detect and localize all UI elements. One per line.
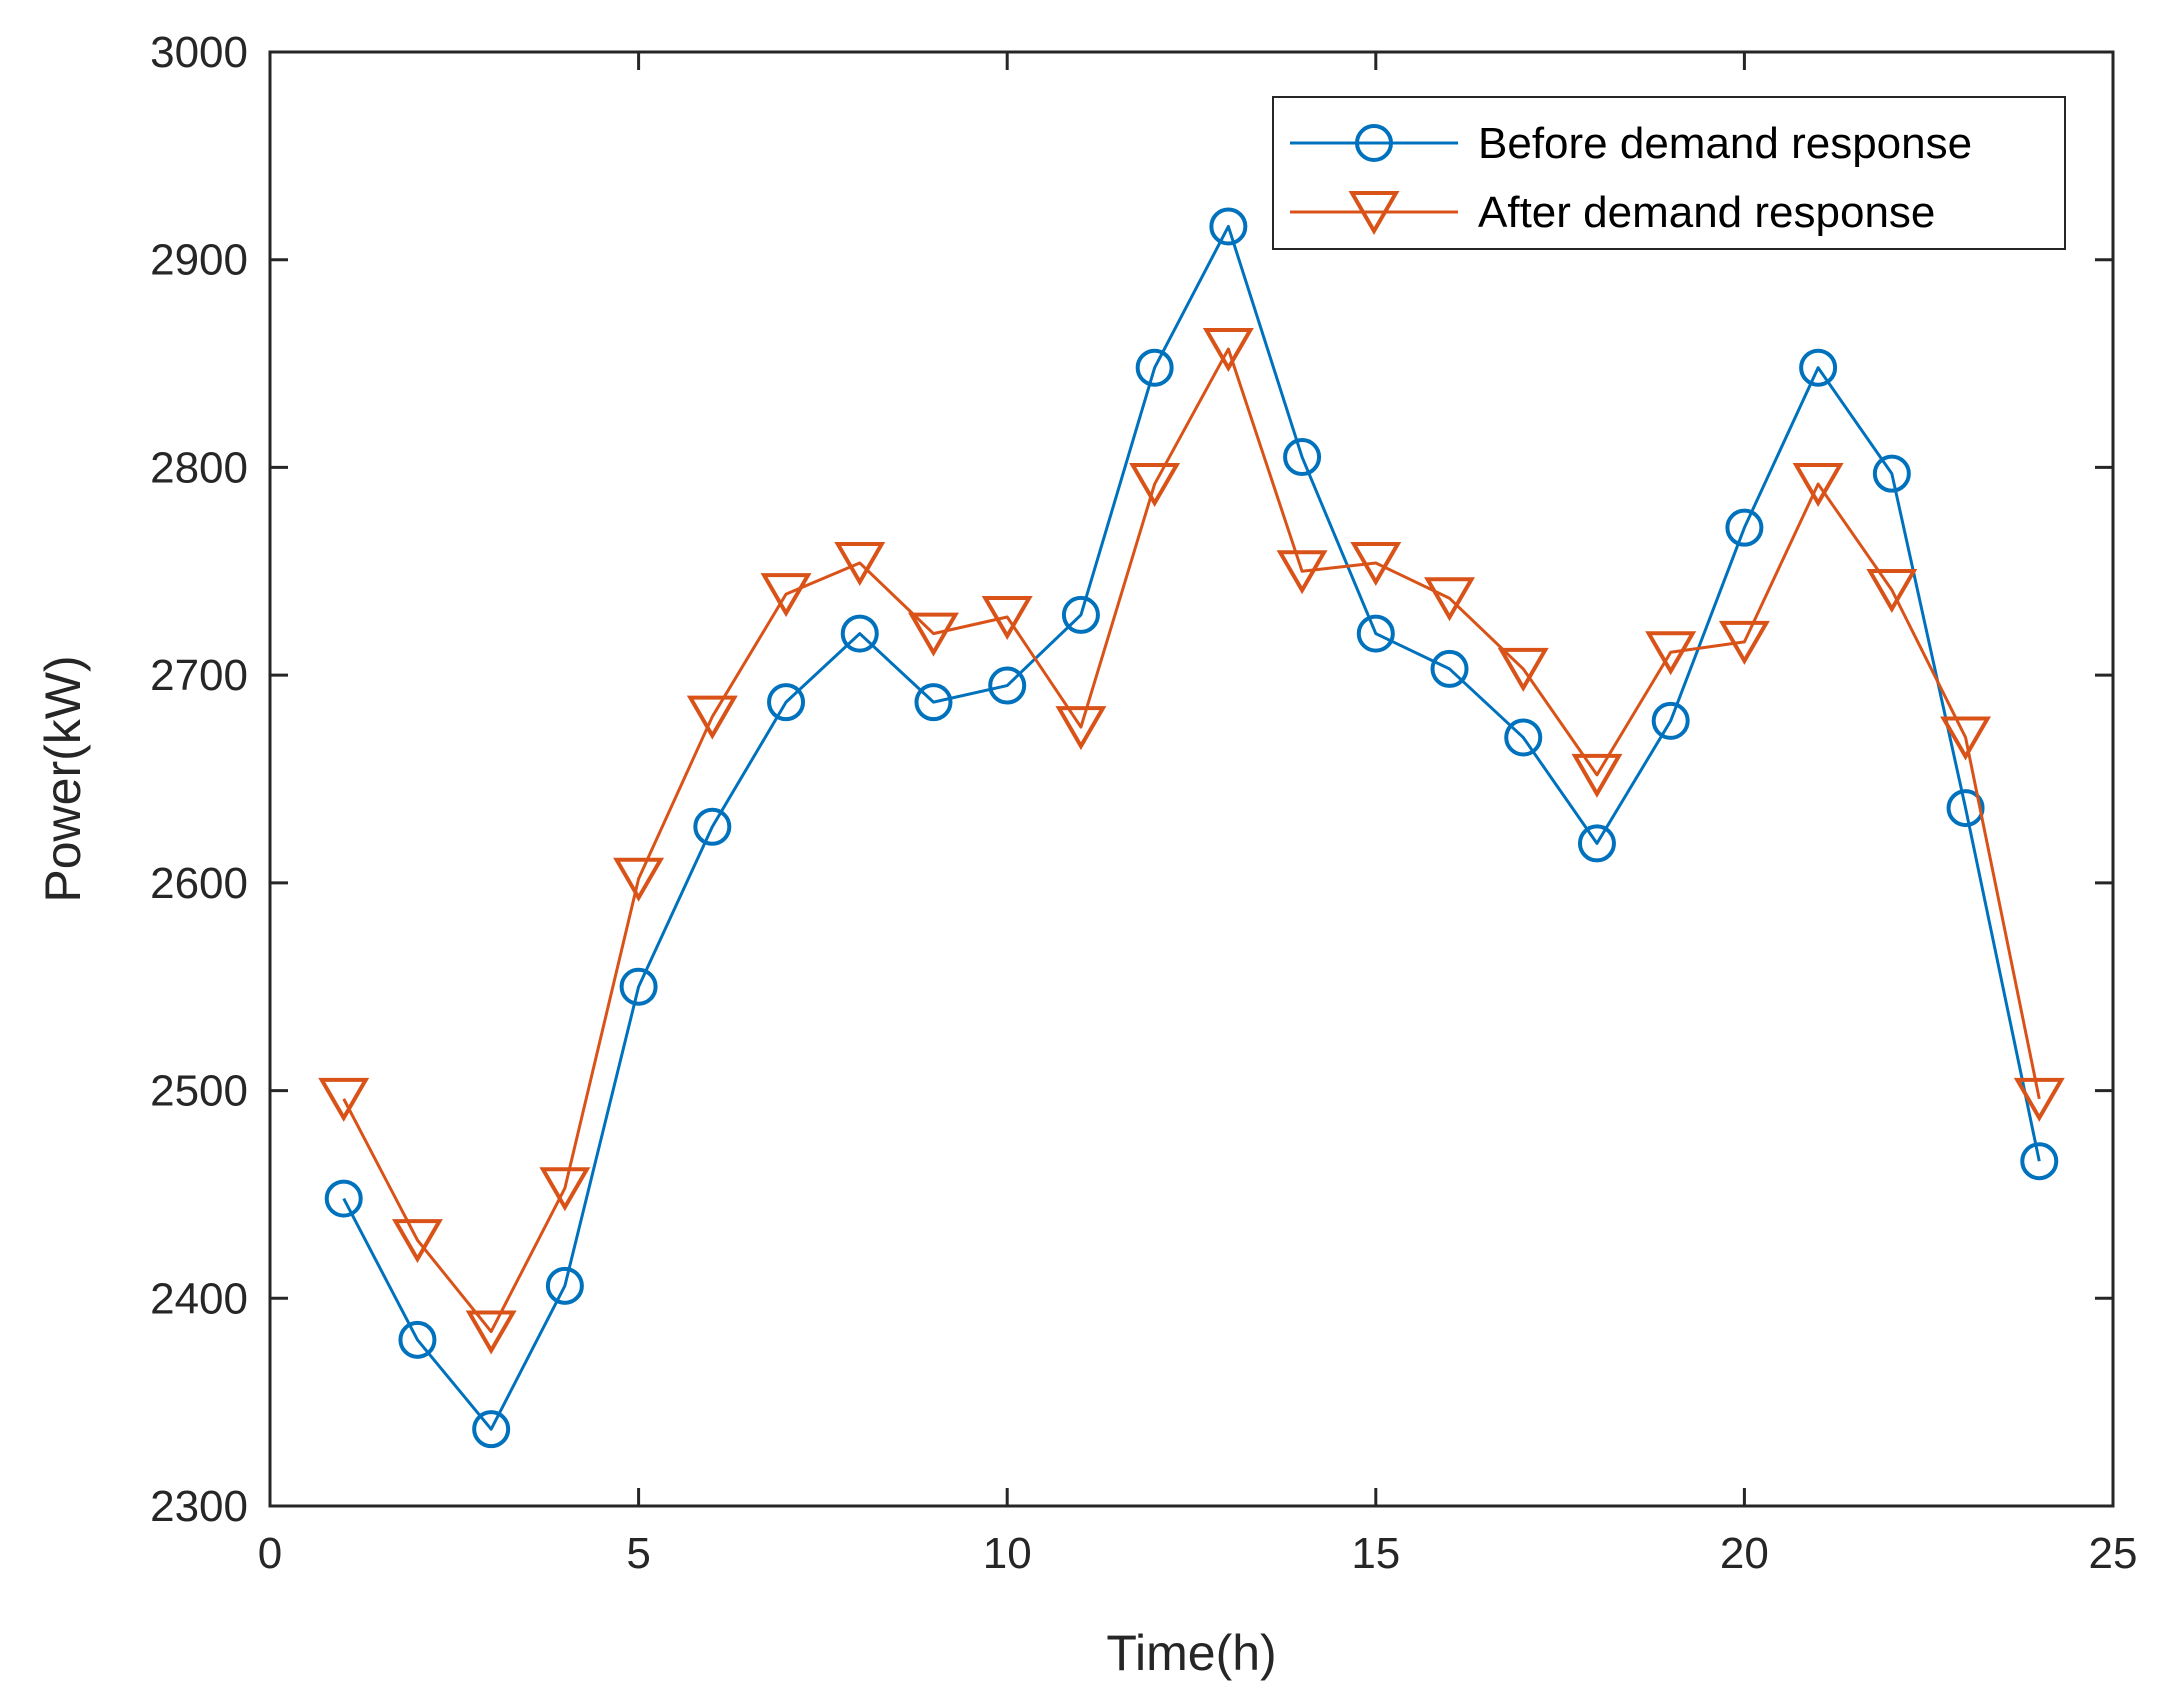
data-point <box>1356 614 1395 653</box>
y-tick-label: 2900 <box>150 236 248 285</box>
data-point <box>1061 595 1100 634</box>
ticks-layer: 0 5 10 15 20 25 2300 2400 2500 2600 2700 2800 2900 30… <box>150 28 2137 1578</box>
data-point <box>1497 647 1549 692</box>
x-tick-label: 10 <box>983 1529 1032 1578</box>
legend-marker <box>1348 191 1400 235</box>
x-tick-label: 15 <box>1351 1529 1400 1578</box>
legend-box <box>1272 96 2066 250</box>
data-point <box>1645 631 1697 676</box>
y-tick-label: 2500 <box>150 1067 248 1116</box>
data-point <box>318 1077 370 1122</box>
data-point <box>472 1410 511 1449</box>
data-point <box>914 683 953 722</box>
data-point <box>539 1167 591 1212</box>
data-point <box>1799 348 1838 387</box>
legend-label: Before demand response <box>1478 119 1972 168</box>
data-point <box>1350 541 1402 586</box>
data-point <box>760 573 812 618</box>
data-point <box>2013 1077 2065 1122</box>
data-point <box>1424 577 1475 622</box>
legend-items: Before demand response After demand respo… <box>1290 119 1972 237</box>
data-point <box>908 612 959 657</box>
y-tick-label: 2300 <box>150 1482 248 1531</box>
legend-entry: After demand response <box>1290 188 1935 237</box>
x-tick-label: 0 <box>258 1529 282 1578</box>
data-point <box>2020 1142 2059 1181</box>
data-point <box>1276 550 1328 595</box>
data-point <box>1055 706 1107 751</box>
x-tick-label: 5 <box>626 1529 650 1578</box>
data-point <box>1135 348 1174 387</box>
data-point <box>398 1320 437 1359</box>
data-point <box>1946 789 1985 828</box>
plot-frame <box>268 50 2115 1508</box>
data-point <box>1202 328 1254 373</box>
data-point <box>1577 824 1616 863</box>
data-point <box>1792 463 1844 508</box>
data-point <box>619 967 658 1006</box>
data-point <box>613 857 665 902</box>
data-point <box>1872 454 1911 493</box>
series-2 <box>318 328 2065 1355</box>
y-axis-label: Power(kW) <box>35 655 91 902</box>
data-point <box>693 807 732 846</box>
series-layer <box>318 207 2065 1449</box>
data-point <box>834 541 886 586</box>
data-point <box>1718 620 1770 665</box>
legend-label: After demand response <box>1478 188 1935 237</box>
data-point <box>1430 649 1469 688</box>
data-point <box>1209 207 1248 246</box>
legend-entry: Before demand response <box>1290 119 1972 168</box>
series-line <box>342 224 2041 1431</box>
data-point <box>1940 716 1992 761</box>
data-point <box>1866 568 1918 613</box>
data-point <box>981 595 1033 640</box>
data-point <box>391 1219 443 1264</box>
series-line <box>342 347 2041 1334</box>
data-point <box>686 695 738 740</box>
y-tick-label: 3000 <box>150 28 248 77</box>
legend: Before demand response After demand respo… <box>1272 96 2066 250</box>
data-point <box>1571 753 1623 798</box>
y-tick-label: 2700 <box>150 651 248 700</box>
legend-marker <box>1355 124 1393 162</box>
data-point <box>840 614 879 653</box>
x-tick-label: 20 <box>1720 1529 1769 1578</box>
y-tick-label: 2400 <box>150 1274 248 1323</box>
data-point <box>988 666 1027 705</box>
data-point <box>1283 438 1322 477</box>
y-tick-label: 2800 <box>150 443 248 492</box>
data-point <box>1504 718 1543 757</box>
series-1 <box>324 207 2059 1449</box>
data-point <box>545 1266 584 1305</box>
x-axis-label: Time(h) <box>1106 1625 1276 1681</box>
data-point <box>1725 508 1764 547</box>
data-point <box>1651 701 1690 740</box>
data-point <box>465 1310 517 1355</box>
data-point <box>324 1179 363 1218</box>
y-tick-label: 2600 <box>150 859 248 908</box>
data-point <box>767 683 806 722</box>
x-tick-label: 25 <box>2089 1529 2138 1578</box>
data-point <box>1129 463 1181 508</box>
